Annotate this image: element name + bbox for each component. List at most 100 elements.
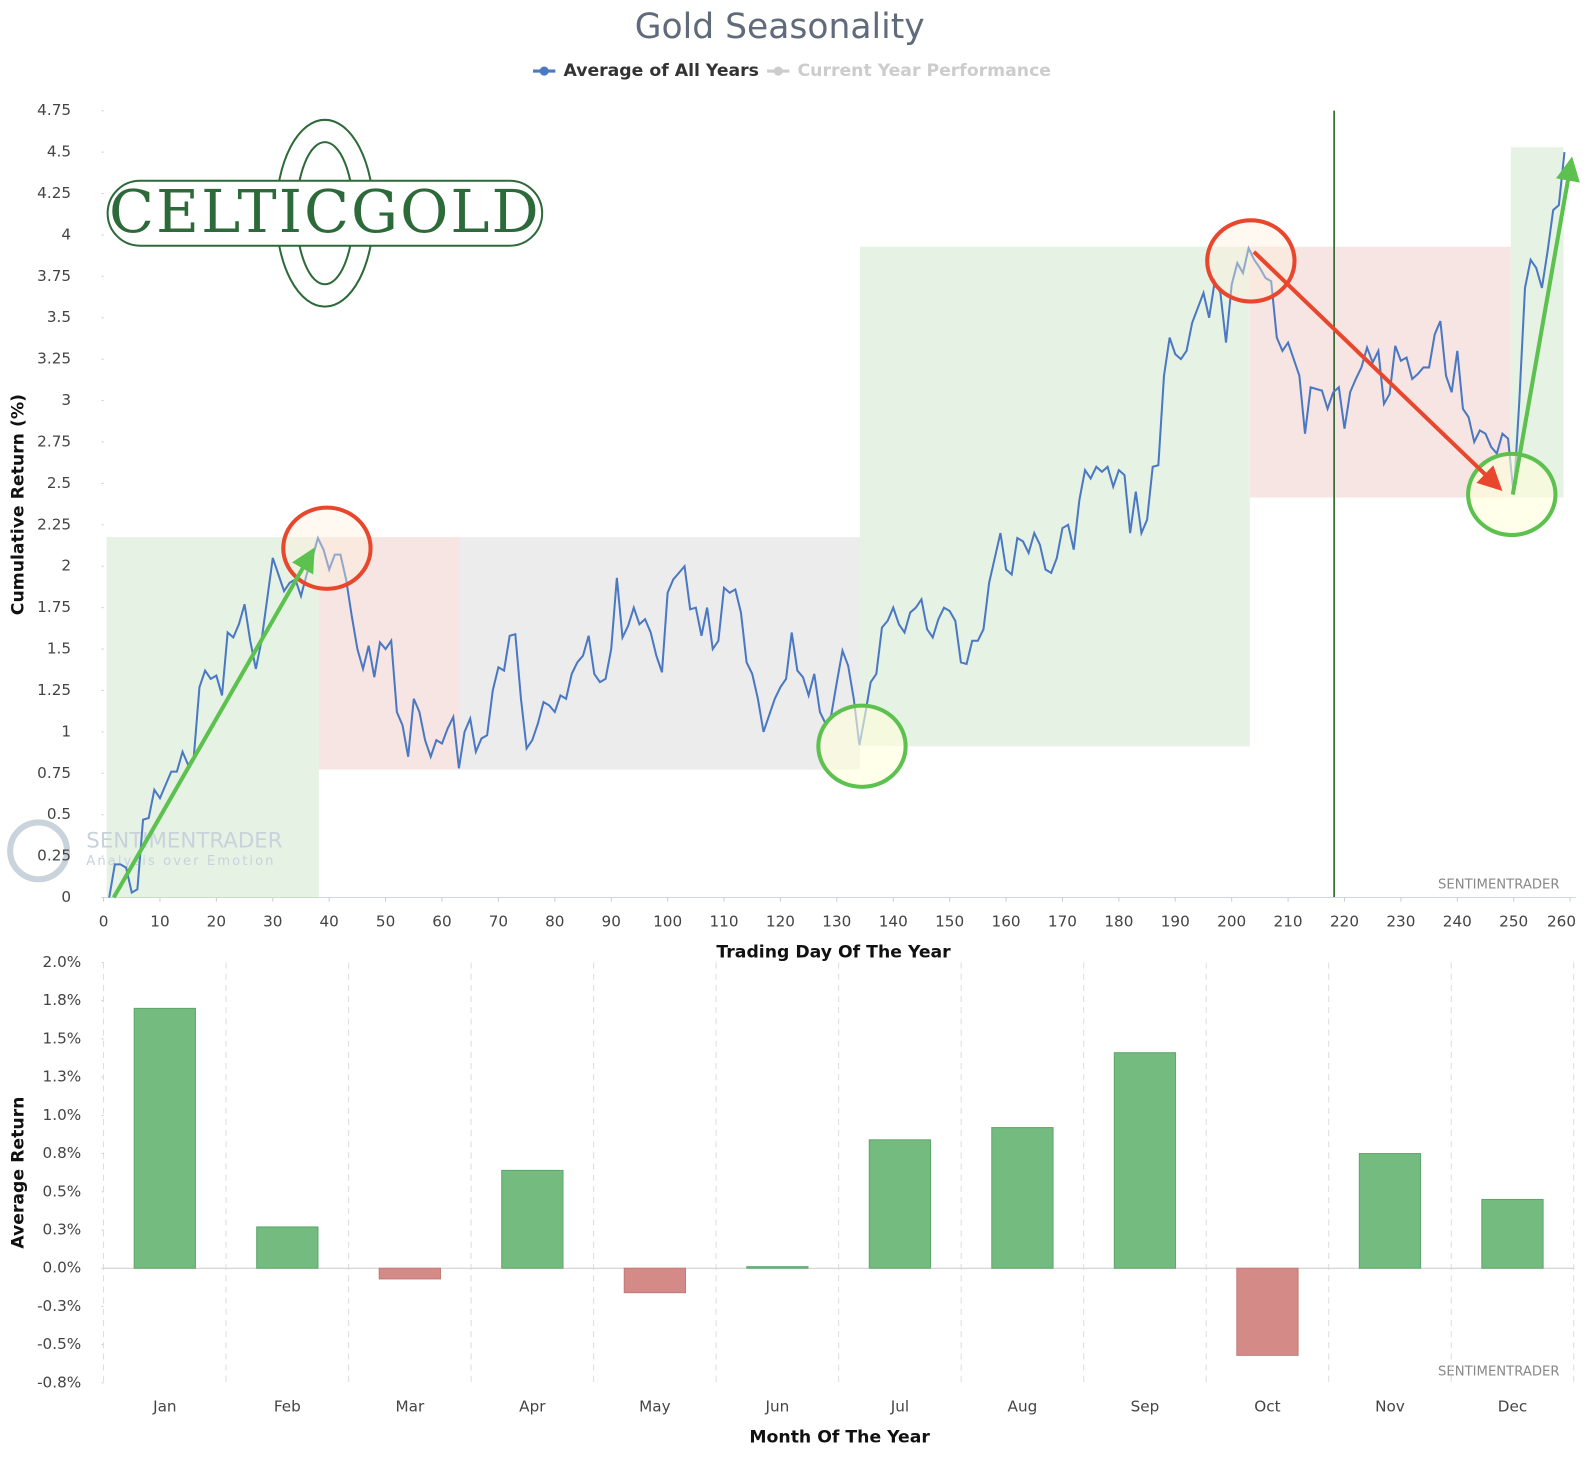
bar [1358,1153,1422,1269]
highlight-circle [1466,451,1558,538]
x-tick-label: Jul [890,1398,909,1416]
x-tick-label: 120 [766,912,795,930]
x-tick-label: 210 [1274,912,1303,930]
logo-text: CELTICGOLD [109,177,541,246]
bar [623,1267,687,1294]
shade [1510,147,1564,498]
x-tick-label: 100 [653,912,682,930]
logo-band [106,179,544,247]
y-axis-title: Cumulative Return (%) [8,394,28,615]
x-tick-label: 170 [1048,912,1077,930]
y-tick-label: 3 [61,391,71,409]
bar [1236,1267,1299,1356]
x-tick-label: 260 [1547,912,1576,930]
bar [1481,1198,1544,1269]
bar [746,1266,809,1269]
x-tick-label: May [639,1398,670,1416]
x-tick-label: 10 [150,912,169,930]
trend-arrow [1510,156,1580,495]
y-tick-label: 1.5% [43,1029,82,1047]
y-tick-label: 4 [61,225,71,243]
bar [991,1127,1054,1269]
x-tick-label: 80 [545,912,564,930]
x-tick-label: 0 [99,912,109,930]
legend-label: Current Year Performance [798,61,1051,81]
chart-title: Gold Seasonality [635,7,925,47]
x-tick-label: 180 [1104,912,1133,930]
legend-marker [539,66,549,76]
x-tick-label: 90 [602,912,621,930]
y-tick-label: 0.25 [37,847,71,865]
x-tick-label: 190 [1161,912,1190,930]
y-tick-label: 1.8% [43,991,82,1009]
y-tick-label: 2.25 [37,515,71,533]
x-tick-label: 220 [1330,912,1359,930]
x-tick-label: 60 [432,912,451,930]
x-tick-label: 30 [263,912,282,930]
highlight-circle [1205,218,1297,304]
x-tick-label: 40 [319,912,338,930]
y-tick-label: 2 [61,557,71,575]
y-tick-label: 1.75 [37,598,71,616]
bar [256,1226,319,1269]
x-tick-label: Oct [1254,1398,1280,1416]
bar [133,1007,196,1269]
highlight-circle [816,703,908,789]
y-tick-label: -0.5% [37,1335,81,1353]
y-tick-label: 1 [61,722,71,740]
y-tick-label: 0.3% [43,1220,82,1238]
x-tick-label: Aug [1008,1398,1038,1416]
x-tick-label: Apr [519,1398,546,1416]
overlay [111,156,1580,899]
bar [868,1139,932,1269]
y-tick-label: -0.3% [37,1297,81,1315]
y-tick-label: 3.25 [37,350,71,368]
x-tick-label: 200 [1217,912,1246,930]
x-tick-label: Feb [274,1398,301,1416]
y-tick-label: 4.75 [37,101,71,119]
x-tick-label: Jan [152,1398,176,1416]
shade [459,537,860,770]
series-line [108,151,1566,898]
x-tick-label: Mar [395,1398,424,1416]
x-tick-label: 240 [1443,912,1472,930]
watermark-brand: SENTIMENTRADER [1438,1365,1559,1380]
shade [859,246,1250,747]
x-tick-label: 150 [935,912,964,930]
logo: CELTICGOLD [106,118,544,308]
x-tick-label: 20 [207,912,226,930]
watermark: SENTIMENTRADER Analysis over Emotion SEN… [7,819,1560,1380]
x-tick-label: 230 [1386,912,1415,930]
trend-arrow [111,547,315,899]
y-tick-label: 1.0% [43,1106,82,1124]
x-tick-label: 70 [489,912,508,930]
shade [318,537,460,770]
y-tick-label: 0.5 [47,805,71,823]
x-tick-label: 110 [709,912,738,930]
y-tick-label: 0 [61,888,71,906]
y-tick-label: 0.75 [37,764,71,782]
x-tick-label: 250 [1499,912,1528,930]
trend-arrow [1252,250,1503,491]
y-axis-title: Average Return [8,1097,28,1249]
y-tick-label: -0.8% [37,1373,81,1391]
y-tick-label: 0.0% [43,1259,82,1277]
y-tick-label: 4.25 [37,184,71,202]
y-tick-label: 2.0% [43,953,82,971]
y-tick-label: 0.8% [43,1144,82,1162]
y-tick-label: 1.5 [47,640,71,658]
y-tick-label: 3.75 [37,267,71,285]
legend-marker [773,66,783,76]
bar [501,1169,564,1269]
x-axis-title: Month Of The Year [749,1428,930,1448]
x-tick-label: 140 [879,912,908,930]
x-tick-label: 50 [376,912,395,930]
y-tick-label: 2.5 [47,474,71,492]
bar [378,1267,441,1280]
x-axis-title: Trading Day Of The Year [716,942,951,962]
watermark-brand: SENTIMENTRADER [1438,877,1559,892]
y-tick-label: 3.5 [47,308,71,326]
x-tick-label: Dec [1498,1398,1527,1416]
watermark-icon [7,819,71,883]
